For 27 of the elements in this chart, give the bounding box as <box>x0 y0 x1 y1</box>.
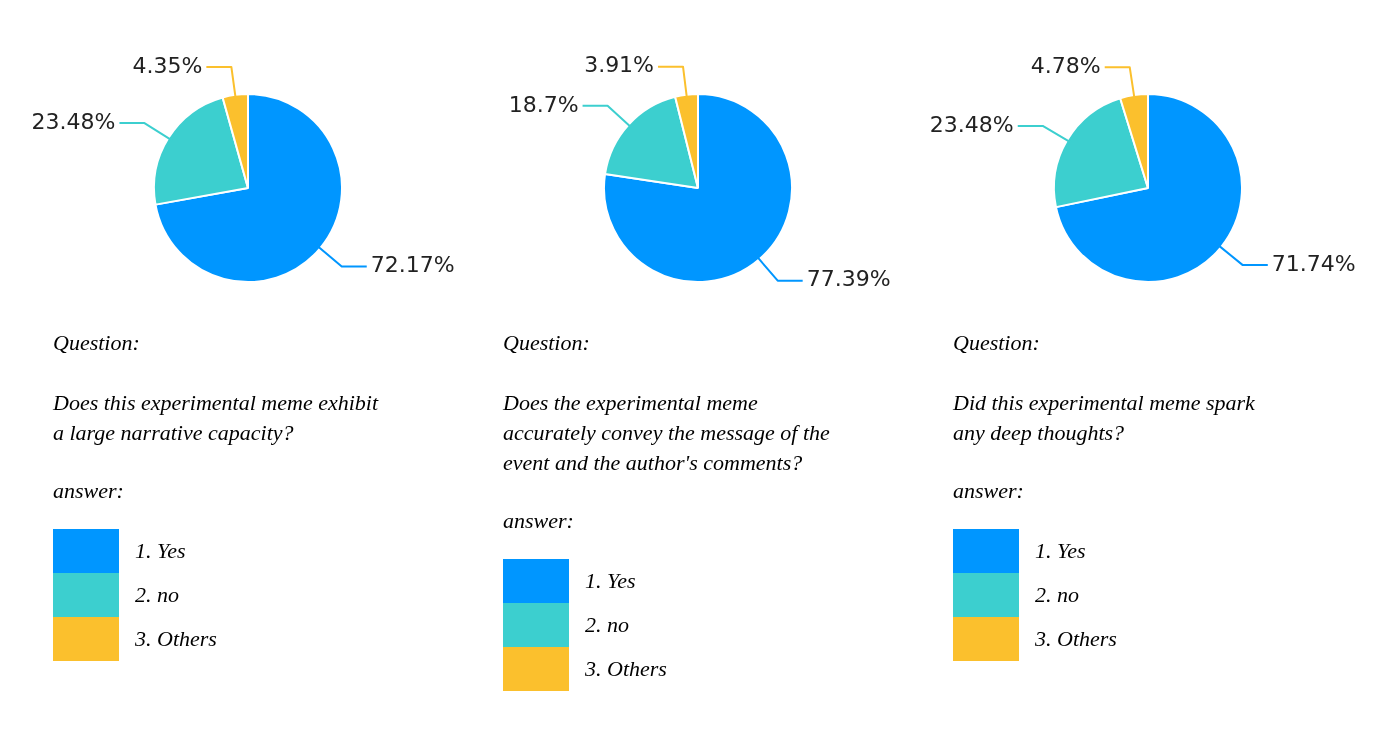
legend-label: 1. Yes <box>1035 538 1086 564</box>
text: Did this experimental meme spark any deep thoughts? <box>953 389 1256 447</box>
text: Does the experimental meme accurately convey the message of the event and the author's comments? <box>503 389 831 477</box>
text: Question: <box>503 329 591 357</box>
legend-label: 3. Others <box>1035 626 1117 652</box>
legend-label: 2. no <box>585 612 629 638</box>
legend-label: 2. no <box>1035 582 1079 608</box>
legend-title: answer: <box>953 478 1025 504</box>
data-label: 4.78% <box>1030 52 1101 78</box>
data-label: 77.39% <box>806 266 891 292</box>
legend-label: 1. Yes <box>135 538 186 564</box>
legend-label: 3. Others <box>585 656 667 682</box>
data-label: 3.91% <box>584 52 655 78</box>
data-label: 4.35% <box>132 52 203 78</box>
legend-title: answer: <box>53 478 125 504</box>
legend-title: answer: <box>503 508 575 534</box>
data-label: 71.74% <box>1271 250 1356 276</box>
data-label: 72.17% <box>370 252 455 278</box>
legend-label: 2. no <box>135 582 179 608</box>
data-label: 18.7% <box>508 91 579 117</box>
legend-label: 1. Yes <box>585 568 636 594</box>
legend-label: 3. Others <box>135 626 217 652</box>
text: Question: <box>953 329 1041 357</box>
data-label: 23.48% <box>929 111 1014 137</box>
data-label: 23.48% <box>31 108 116 134</box>
text: Question: <box>53 329 141 357</box>
text: Does this experimental meme exhibit a large narrative capacity? <box>53 389 380 447</box>
